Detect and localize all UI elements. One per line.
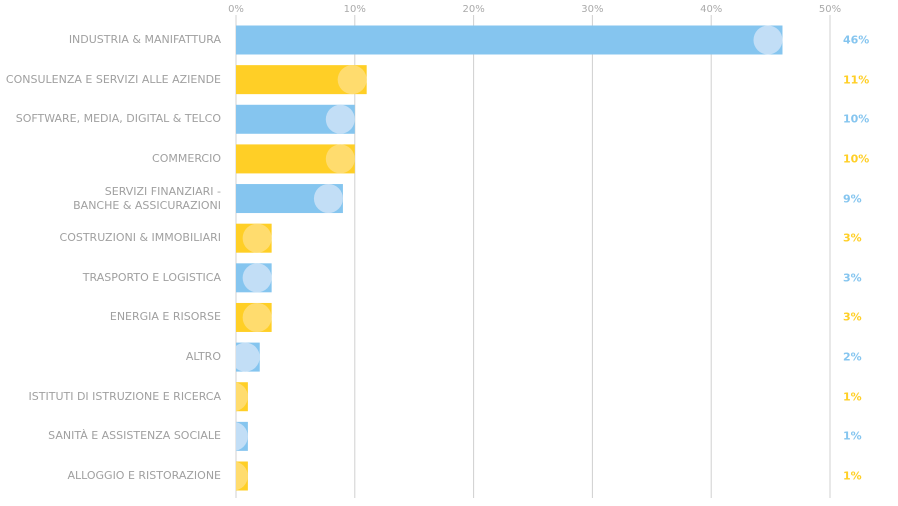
value-label: 1% [843,390,862,404]
value-label: 1% [843,469,862,483]
value-label: 2% [843,350,862,364]
bar-end [242,223,272,253]
category-label: INDUSTRIA & MANIFATTURA [68,33,221,46]
category-label: COMMERCIO [152,151,221,165]
x-tick-label: 40% [700,4,722,15]
bar [236,25,783,55]
value-label: 10% [843,112,870,126]
category-label: SOFTWARE, MEDIA, DIGITAL & TELCO [15,112,221,126]
bar-end [337,65,367,95]
category-label: CONSULENZA E SERVIZI ALLE AZIENDE [5,72,221,86]
value-label: 9% [843,192,862,206]
category-label: SANITÀ E ASSISTENZA SOCIALE [48,429,221,443]
bar-end [242,263,272,293]
x-tick-label: 50% [819,4,841,15]
x-tick-label: 30% [581,4,603,15]
bar-end [242,302,272,332]
value-label: 3% [843,310,862,324]
value-label: 46% [843,33,870,47]
category-label: ALTRO [185,350,221,364]
x-tick-label: 0% [228,4,244,15]
bar-end [753,25,783,55]
bar-end [236,422,248,451]
bar-end [236,461,248,491]
bars [236,25,783,491]
bar-end [236,382,248,411]
category-label: ENERGIA E RISORSE [109,310,221,324]
category-label: COSTRUZIONI & IMMOBILIARI [59,231,221,245]
bar-end [313,184,343,214]
category-label: TRASPORTO E LOGISTICA [82,270,221,284]
value-label: 11% [843,73,870,87]
bar-end [325,104,355,134]
value-label: 1% [843,429,862,443]
value-label: 3% [843,231,862,245]
value-label: 3% [843,271,862,285]
bar-end [236,342,260,372]
category-label: ISTITUTI DI ISTRUZIONE E RICERCA [28,389,221,403]
x-tick-label: 10% [344,4,366,15]
value-label: 10% [843,152,870,166]
category-label: ALLOGGIO E RISTORAZIONE [67,469,221,482]
x-tick-label: 20% [462,4,484,15]
category-label: SERVIZI FINANZIARI - BANCHE & ASSICURAZI… [73,184,221,212]
bar-end [325,144,355,174]
